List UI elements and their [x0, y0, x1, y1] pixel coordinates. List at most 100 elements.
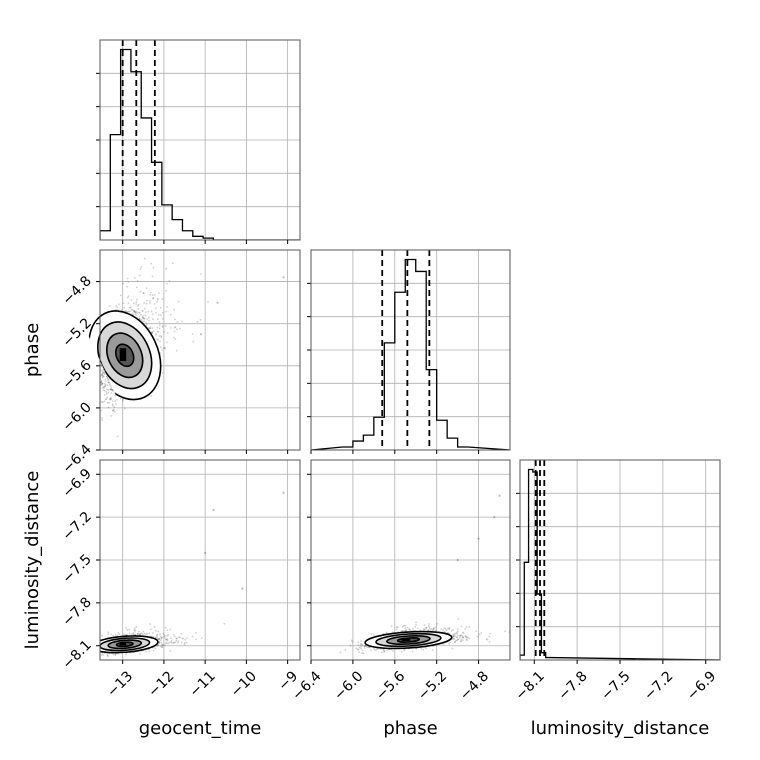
sample-point	[104, 380, 107, 382]
sample-point	[161, 317, 164, 320]
sample-point	[104, 385, 106, 388]
sample-point	[355, 647, 358, 650]
sample-point	[106, 396, 109, 399]
sample-point	[178, 636, 180, 639]
sample-point	[98, 384, 100, 386]
sample-point	[456, 636, 459, 639]
sample-point	[432, 629, 435, 632]
sample-point	[93, 390, 95, 392]
sample-point	[115, 398, 118, 401]
sample-point	[104, 383, 107, 386]
sample-point	[95, 382, 97, 384]
sample-point	[133, 310, 135, 313]
sample-point	[101, 382, 104, 385]
sample-point	[166, 282, 168, 285]
sample-point	[184, 638, 187, 641]
sample-point	[110, 414, 113, 417]
x-tick-label: −13	[104, 668, 136, 700]
sample-point	[458, 636, 461, 639]
sample-point	[454, 632, 457, 635]
sample-point	[149, 623, 152, 625]
sample-point	[456, 633, 459, 635]
sample-point	[457, 634, 459, 637]
sample-point	[128, 632, 131, 635]
sample-point	[160, 335, 162, 337]
outlier-point	[204, 551, 207, 554]
sample-point	[91, 382, 93, 384]
sample-point	[134, 277, 136, 279]
sample-point	[151, 331, 154, 334]
sample-point	[103, 382, 106, 385]
sample-point	[93, 650, 95, 652]
sample-point	[392, 649, 394, 652]
sample-point	[207, 301, 209, 303]
sample-point	[86, 392, 88, 394]
sample-point	[145, 650, 147, 653]
sample-point	[123, 306, 126, 309]
sample-point	[142, 630, 145, 633]
sample-point	[119, 397, 122, 400]
sample-point	[100, 381, 103, 383]
sample-point	[104, 398, 107, 401]
sample-point	[132, 633, 135, 635]
sample-point	[114, 654, 117, 656]
sample-point	[460, 638, 463, 641]
sample-point	[118, 632, 121, 635]
sample-point	[161, 644, 163, 646]
sample-point	[109, 397, 112, 400]
sample-point	[134, 311, 137, 314]
sample-point	[112, 634, 115, 637]
sample-point	[414, 626, 417, 628]
sample-point	[143, 317, 146, 320]
sample-point	[161, 643, 164, 646]
sample-point	[125, 626, 127, 629]
sample-point	[94, 383, 96, 385]
sample-point	[401, 625, 404, 628]
sample-point	[143, 320, 146, 323]
sample-point	[126, 310, 129, 313]
sample-point	[119, 294, 122, 297]
sample-point	[135, 303, 137, 305]
sample-point	[107, 381, 110, 384]
sample-point	[97, 646, 99, 648]
sample-point	[148, 319, 150, 322]
sample-point	[409, 629, 412, 632]
sample-point	[158, 637, 161, 640]
sample-point	[112, 404, 114, 407]
density-panel-geocent_time-phase	[86, 249, 301, 451]
sample-point	[152, 297, 155, 299]
sample-point	[101, 386, 104, 389]
x-tick-label: −6.0	[331, 668, 366, 703]
sample-point	[107, 406, 110, 409]
sample-point	[102, 371, 105, 374]
sample-point	[90, 393, 92, 395]
sample-point	[104, 373, 106, 376]
sample-point	[100, 379, 103, 382]
sample-point	[349, 644, 352, 647]
sample-point	[161, 326, 164, 328]
sample-point	[362, 652, 365, 655]
sample-point	[153, 302, 156, 305]
sample-point	[102, 389, 105, 392]
sample-point	[466, 636, 468, 638]
sample-point	[88, 386, 90, 388]
sample-point	[466, 639, 469, 641]
panel-frame	[99, 249, 301, 451]
sample-point	[453, 635, 456, 637]
sample-point	[131, 308, 134, 311]
sample-point	[110, 398, 112, 401]
sample-point	[91, 391, 93, 393]
sample-point	[164, 637, 167, 639]
sample-point	[111, 400, 114, 403]
sample-point	[173, 308, 176, 311]
sample-point	[461, 631, 464, 634]
sample-point	[101, 376, 104, 379]
sample-point	[135, 314, 138, 316]
sample-point	[132, 312, 134, 315]
sample-point	[159, 306, 162, 309]
sample-point	[137, 307, 140, 310]
sample-point	[465, 638, 468, 641]
sample-point	[114, 394, 117, 397]
sample-point	[412, 627, 415, 630]
sample-point	[132, 309, 135, 312]
